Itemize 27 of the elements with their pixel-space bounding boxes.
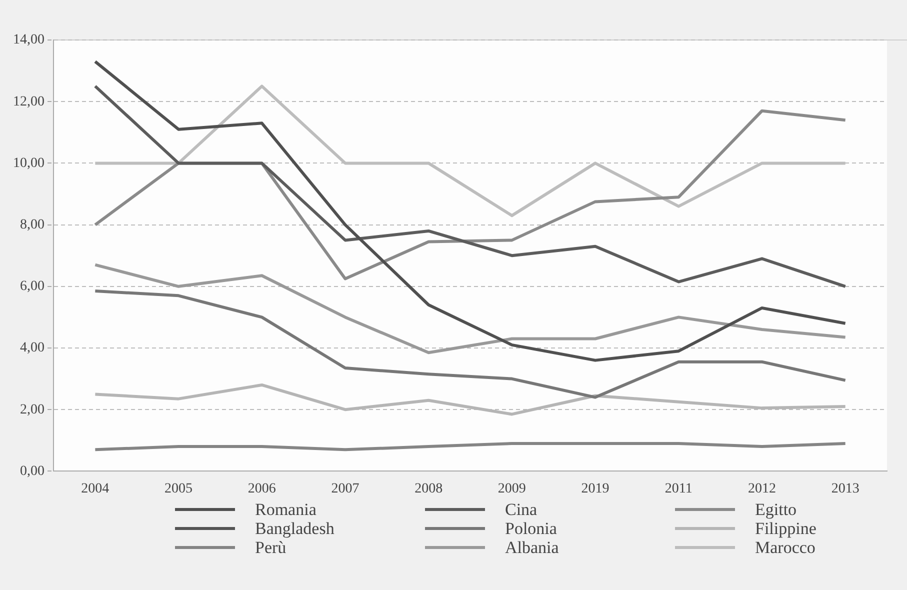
legend-label: Albania [505,538,559,558]
y-tick-label: 12,00 [13,94,44,110]
y-tick-label: 8,00 [20,217,44,232]
x-tick-label: 2011 [664,481,692,496]
legend-label: Polonia [505,518,557,538]
x-tick-label: 2006 [248,481,276,496]
x-tick-label: 2007 [331,481,360,496]
y-tick-label: 4,00 [20,340,44,356]
x-tick-label: 2012 [748,481,776,496]
x-tick-label: 2005 [164,481,193,496]
legend-label: Perù [255,538,286,558]
y-tick-label: 2,00 [20,402,44,418]
legend-label: Cina [505,500,538,520]
legend-label: Egitto [755,500,797,520]
y-tick-label: 6,00 [20,279,44,294]
x-tick-label: 2008 [414,481,443,496]
y-tick-label: 14,00 [13,32,44,48]
legend-label: Marocco [755,538,816,558]
legend-label: Bangladesh [255,518,334,538]
x-tick-label: 2004 [81,481,110,496]
x-tick-label: 2009 [498,481,526,496]
y-tick-label: 10,00 [13,156,44,171]
legend-label: Filippine [755,518,816,538]
y-tick-label: 0,00 [20,464,44,479]
legend-label: Romania [255,500,316,520]
x-tick-label: 2013 [831,481,860,496]
x-tick-label: 2019 [581,481,610,496]
